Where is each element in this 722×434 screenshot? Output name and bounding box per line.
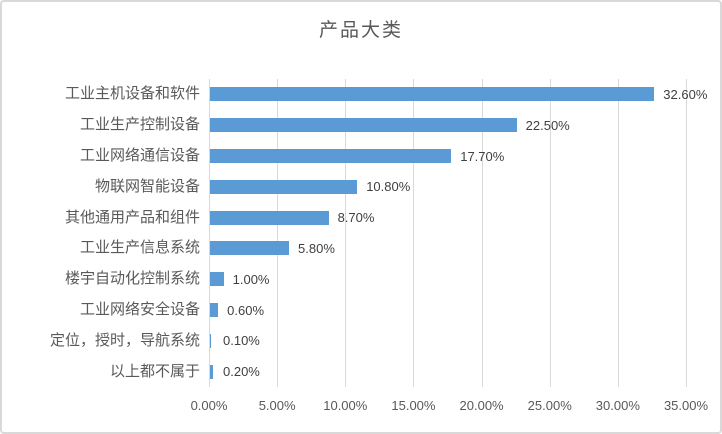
category-label: 其他通用产品和组件 — [64, 207, 200, 226]
bar — [210, 149, 452, 163]
value-label: 8.70% — [337, 210, 375, 226]
bar — [210, 210, 329, 225]
gridline — [481, 79, 483, 387]
category-label: 以上都不属于 — [109, 361, 200, 380]
x-tick-label: 35.00% — [663, 398, 709, 413]
value-label: 32.60% — [663, 86, 708, 102]
value-label: 5.80% — [298, 240, 335, 256]
category-label: 楼宇自动化控制系统 — [64, 269, 200, 288]
gridline — [686, 79, 687, 387]
x-tick-label: 30.00% — [595, 398, 640, 413]
bar — [210, 118, 517, 133]
x-tick-label: 25.00% — [527, 398, 572, 413]
value-label: 22.50% — [525, 117, 570, 133]
x-tick-label: 20.00% — [459, 398, 504, 413]
category-label: 工业主机设备和软件 — [64, 84, 200, 103]
gridline — [345, 79, 347, 387]
x-tick-label: 5.00% — [258, 398, 296, 413]
gridline — [277, 79, 279, 387]
value-label: 17.70% — [460, 148, 505, 164]
category-label: 工业生产信息系统 — [79, 238, 200, 257]
bar — [210, 272, 224, 287]
category-label: 定位，授时，导航系统 — [49, 330, 200, 349]
bar — [210, 241, 290, 256]
x-tick-label: 10.00% — [323, 398, 368, 413]
category-label: 工业生产控制设备 — [79, 115, 200, 134]
value-label: 1.00% — [232, 271, 270, 287]
bar — [210, 87, 655, 102]
bar — [210, 179, 358, 194]
gridline — [413, 79, 415, 387]
value-label: 0.60% — [227, 302, 265, 318]
category-label: 工业网络通信设备 — [79, 146, 200, 164]
bar — [210, 303, 219, 317]
category-label: 工业网络安全设备 — [79, 300, 200, 318]
gridline — [209, 79, 210, 387]
chart-title: 产品大类 — [318, 19, 403, 41]
x-tick-label: 15.00% — [391, 398, 436, 413]
bar — [210, 364, 213, 379]
value-label: 10.80% — [366, 179, 411, 195]
value-label: 0.10% — [223, 333, 260, 349]
gridline — [549, 79, 551, 387]
gridline — [617, 79, 619, 387]
category-label: 物联网智能设备 — [94, 176, 200, 195]
x-tick-label: 0.00% — [190, 398, 228, 413]
bar — [210, 333, 212, 348]
value-label: 0.20% — [223, 364, 260, 380]
